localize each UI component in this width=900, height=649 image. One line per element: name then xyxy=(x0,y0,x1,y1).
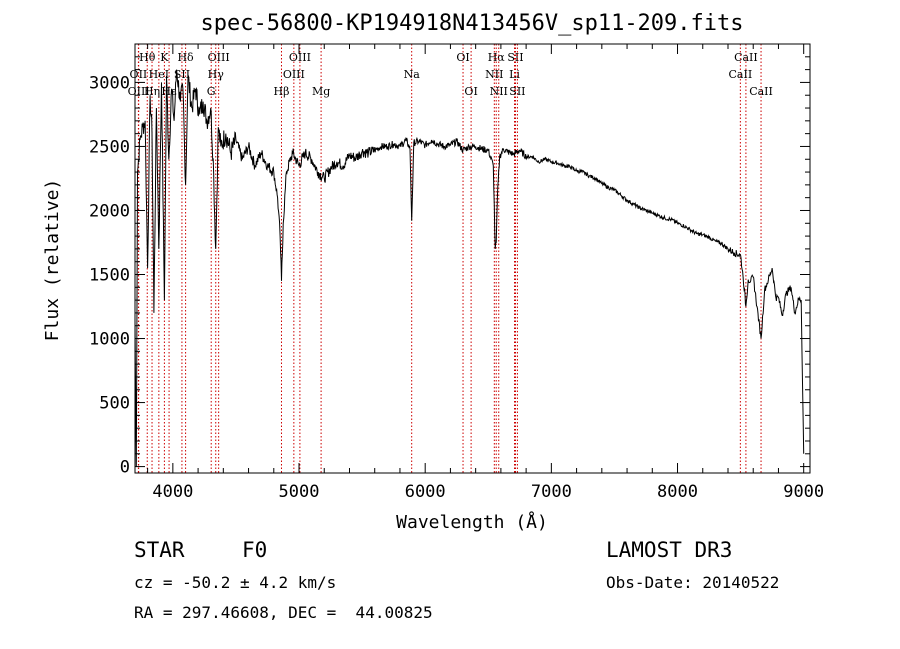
line-label-7: Hδ xyxy=(177,51,194,64)
y-tick-label-0: 0 xyxy=(120,458,130,478)
plot-frame xyxy=(134,43,811,474)
coordinates-readout: RA = 297.46608, DEC = 44.00825 xyxy=(134,603,433,622)
velocity-readout: cz = -50.2 ± 4.2 km/s xyxy=(134,573,337,592)
line-label-25: CaII xyxy=(734,51,758,64)
spectrum-series xyxy=(134,69,805,467)
line-label-22: SII xyxy=(507,51,523,64)
y-tick-label-2: 1000 xyxy=(89,330,130,350)
spectrum-line xyxy=(134,69,805,467)
line-label-2: OIII xyxy=(128,85,150,98)
y-tick-label-6: 3000 xyxy=(89,73,130,93)
line-label-1: OII xyxy=(130,68,148,81)
line-label-12: OIII xyxy=(289,51,311,64)
x-tick-label-2: 6000 xyxy=(405,482,446,502)
line-label-19: Hα xyxy=(488,51,506,64)
line-label-13: OIII xyxy=(283,68,305,81)
y-tick-label-4: 2000 xyxy=(89,201,130,221)
y-tick-label-1: 500 xyxy=(99,394,130,414)
line-label-10: Hγ xyxy=(208,68,225,81)
x-axis-label: Wavelength (Å) xyxy=(396,511,548,533)
y-tick-label-5: 2500 xyxy=(89,137,130,157)
line-label-15: Mg xyxy=(312,85,330,98)
y-tick-label-3: 1500 xyxy=(89,266,130,286)
spectrum-chart: spec-56800-KP194918N413456V_sp11-209.fit… xyxy=(42,11,824,533)
line-label-26: CaII xyxy=(729,68,753,81)
observation-date: Obs-Date: 20140522 xyxy=(606,573,780,592)
x-tick-label-4: 8000 xyxy=(657,482,698,502)
line-label-3: K xyxy=(160,51,169,64)
chart-title: spec-56800-KP194918N413456V_sp11-209.fit… xyxy=(200,11,743,36)
survey-name: LAMOST DR3 xyxy=(606,538,733,562)
line-label-20: NII xyxy=(485,68,503,81)
line-label-17: OI xyxy=(456,51,469,64)
spectral-line-markers: Hθ OII OIII K HeI Hη Hε Hδ SII OIII Hγ G OIII OIII Hβ M… xyxy=(128,44,773,473)
line-label-24: SII xyxy=(509,85,525,98)
x-tick-label-1: 5000 xyxy=(279,482,320,502)
object-class: STAR xyxy=(134,538,185,562)
axes: 4000 5000 6000 7000 8000 9000 0 500 1000 1500 2000… xyxy=(89,43,824,502)
line-label-21: NII xyxy=(490,85,508,98)
line-label-0: Hθ xyxy=(139,51,156,64)
line-label-11: G xyxy=(207,85,216,98)
x-tick-label-5: 9000 xyxy=(783,482,824,502)
y-axis-label: Flux (relative) xyxy=(42,179,63,342)
x-tick-label-3: 7000 xyxy=(531,482,572,502)
line-label-23: Li xyxy=(509,68,520,81)
line-label-14: Hβ xyxy=(274,85,290,98)
line-label-9: OIII xyxy=(208,51,230,64)
line-label-4: HeI xyxy=(149,68,169,81)
line-label-5: Hη xyxy=(144,85,160,98)
x-tick-label-0: 4000 xyxy=(152,482,193,502)
object-subclass: F0 xyxy=(242,538,268,562)
line-label-8: SII xyxy=(174,68,190,81)
line-label-6: Hε xyxy=(161,85,177,98)
line-label-18: OI xyxy=(464,85,477,98)
line-label-27: CaII xyxy=(749,85,773,98)
line-label-16: Na xyxy=(404,68,421,81)
